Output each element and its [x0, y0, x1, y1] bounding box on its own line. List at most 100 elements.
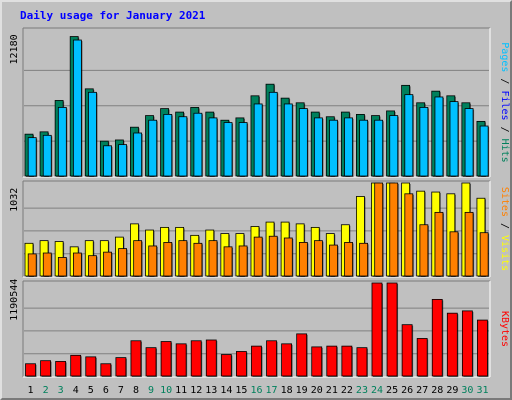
bar-sites-day-11 [178, 240, 188, 277]
series-legend: Pages / Files / Hits [499, 42, 510, 162]
bar-files-day-3 [57, 107, 67, 177]
bar-kbytes-day-19 [296, 333, 308, 377]
bar-kbytes-day-3 [55, 361, 67, 377]
series-legend: KBytes [499, 311, 510, 347]
panel-1: 12180 Pages / Files / Hits [9, 27, 510, 178]
bar-sites-day-9 [148, 245, 158, 277]
bar-files-day-4 [72, 39, 82, 177]
day-label-29: 29 [446, 385, 458, 396]
bar-sites-day-21 [329, 244, 338, 277]
day-label-1: 1 [28, 385, 34, 396]
bar-kbytes-day-15 [236, 351, 247, 377]
bar-kbytes-day-5 [85, 356, 97, 377]
legend-part: / [499, 217, 510, 235]
day-label-3: 3 [58, 385, 64, 396]
bar-kbytes-day-2 [40, 360, 51, 377]
bar-files-day-7 [118, 144, 127, 177]
bar-files-day-18 [283, 103, 293, 177]
bar-sites-day-13 [208, 240, 218, 277]
day-label-18: 18 [281, 385, 293, 396]
bar-sites-day-22 [344, 242, 353, 277]
day-label-4: 4 [73, 385, 79, 396]
legend-part: Files [499, 90, 510, 120]
bar-sites-day-6 [103, 251, 112, 277]
bar-sites-day-15 [238, 245, 248, 277]
bar-kbytes-day-11 [175, 343, 187, 377]
day-label-16: 16 [250, 385, 262, 396]
bar-files-day-12 [193, 112, 203, 177]
bar-kbytes-day-8 [130, 340, 142, 377]
bar-kbytes-day-7 [115, 357, 127, 377]
bar-files-day-31 [479, 125, 489, 177]
bar-files-day-22 [344, 117, 353, 177]
bar-kbytes-day-4 [70, 354, 82, 377]
bar-kbytes-day-29 [446, 312, 458, 377]
bar-sites-day-16 [253, 236, 263, 277]
bar-kbytes-day-21 [326, 345, 338, 377]
bar-sites-day-23 [359, 242, 369, 277]
bar-sites-day-31 [479, 232, 489, 277]
bar-files-day-8 [133, 132, 143, 177]
bar-sites-day-14 [223, 246, 233, 277]
bar-files-day-23 [359, 119, 369, 177]
day-label-5: 5 [88, 385, 94, 396]
day-label-19: 19 [296, 385, 308, 396]
bar-sites-day-7 [118, 248, 127, 277]
bar-files-day-29 [449, 101, 459, 177]
bar-kbytes-day-16 [251, 345, 262, 377]
bar-files-day-27 [419, 107, 429, 177]
bar-sites-day-17 [268, 235, 278, 277]
bar-files-day-17 [268, 91, 278, 177]
bar-files-day-13 [208, 117, 218, 177]
bar-kbytes-day-24 [371, 282, 383, 377]
legend-part: / [499, 121, 510, 139]
bar-sites-day-2 [42, 252, 52, 277]
bar-files-day-19 [298, 108, 308, 177]
day-label-28: 28 [431, 385, 443, 396]
ymax-tick-label: 12180 [9, 34, 20, 64]
day-label-9: 9 [148, 385, 154, 396]
series-legend: Sites / Visits [499, 187, 510, 271]
bar-sites-day-19 [298, 242, 308, 277]
bar-files-day-1 [27, 137, 37, 177]
day-label-24: 24 [371, 385, 383, 396]
legend-part: Hits [499, 139, 510, 163]
day-label-2: 2 [43, 385, 49, 396]
bar-sites-day-12 [193, 242, 203, 277]
bar-kbytes-day-20 [311, 346, 323, 377]
day-label-7: 7 [118, 385, 124, 396]
bar-kbytes-day-22 [341, 345, 353, 377]
day-label-11: 11 [175, 385, 187, 396]
bar-kbytes-day-28 [431, 298, 443, 377]
bar-sites-day-1 [27, 253, 37, 277]
day-label-27: 27 [416, 385, 428, 396]
day-label-21: 21 [326, 385, 338, 396]
bar-sites-day-29 [449, 231, 459, 277]
bar-sites-day-24 [374, 182, 384, 277]
legend-part: KBytes [499, 311, 510, 347]
bar-kbytes-day-23 [356, 347, 368, 377]
legend-part: Sites [499, 187, 510, 217]
bar-kbytes-day-9 [145, 347, 157, 377]
bar-sites-day-26 [404, 193, 414, 277]
day-label-30: 30 [461, 385, 473, 396]
bar-kbytes-day-10 [160, 341, 172, 377]
day-label-31: 31 [476, 385, 488, 396]
bar-kbytes-day-31 [477, 319, 488, 377]
bar-sites-day-27 [419, 224, 429, 277]
bar-kbytes-day-6 [100, 363, 112, 377]
bar-kbytes-day-14 [220, 354, 232, 377]
chart-title: Daily usage for January 2021 [20, 9, 206, 22]
bar-sites-day-28 [434, 211, 444, 277]
legend-part: Visits [499, 235, 510, 271]
bar-kbytes-day-25 [386, 282, 398, 377]
bar-files-day-6 [103, 145, 112, 177]
bar-files-day-21 [329, 119, 338, 177]
bar-files-day-25 [389, 115, 399, 177]
bar-files-day-24 [374, 119, 384, 177]
bar-kbytes-day-12 [190, 340, 202, 377]
bar-files-day-26 [404, 94, 414, 177]
bar-files-day-10 [163, 114, 173, 177]
bar-sites-day-4 [72, 252, 82, 277]
